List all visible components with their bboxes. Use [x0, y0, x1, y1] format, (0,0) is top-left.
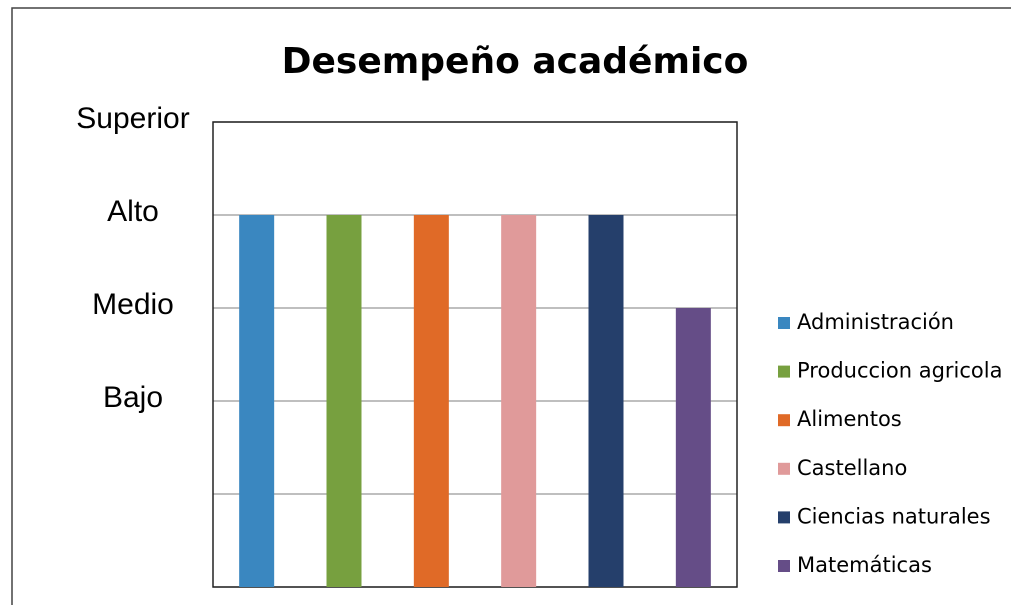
y-tick-label: Medio: [92, 288, 174, 321]
legend-swatch: [778, 560, 790, 572]
bar: [588, 215, 624, 587]
legend-label: Ciencias naturales: [797, 504, 991, 528]
y-tick-label: Superior: [76, 102, 189, 135]
y-tick-label: Bajo: [103, 381, 163, 414]
frame: [11, 7, 1011, 605]
legend-label: Produccion agricola: [797, 359, 1002, 383]
legend-swatch: [778, 414, 790, 427]
y-tick-label: Alto: [107, 195, 159, 228]
bar: [239, 215, 275, 587]
bar: [501, 215, 537, 587]
legend-label: Matemáticas: [797, 553, 932, 577]
legend-swatch: [778, 365, 790, 378]
legend-swatch: [778, 317, 790, 329]
plot-border: [212, 121, 738, 588]
bar: [675, 308, 711, 587]
legend-swatch: [778, 511, 790, 524]
bar: [326, 215, 362, 587]
legend-swatch: [778, 462, 790, 475]
legend-label: Alimentos: [797, 407, 902, 431]
legend-label: Administración: [797, 310, 954, 334]
legend-label: Castellano: [797, 456, 907, 480]
chart-title: Desempeño académico: [282, 41, 749, 82]
bar: [413, 215, 449, 587]
